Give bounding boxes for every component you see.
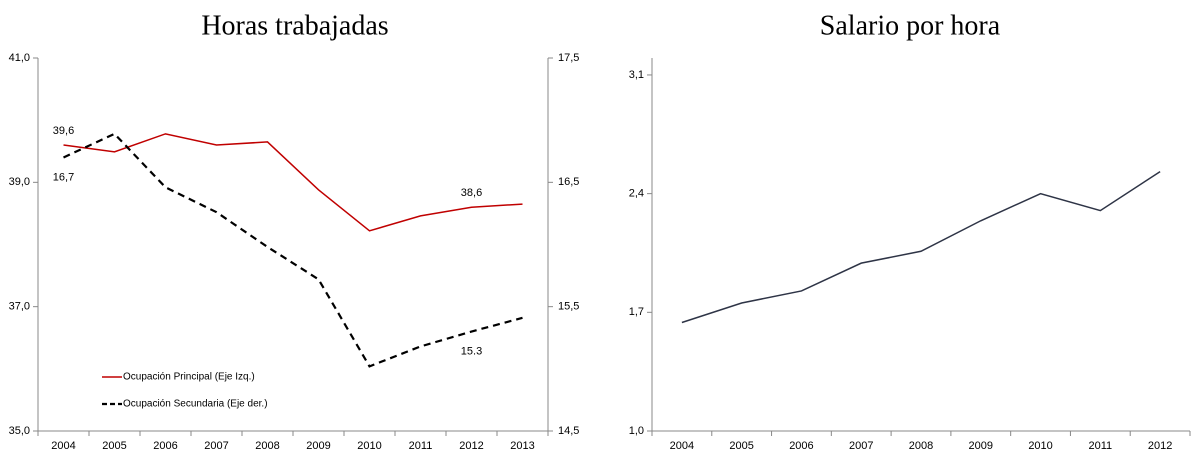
y2-tick-label: 16,5 xyxy=(558,176,579,188)
data-label: 15.3 xyxy=(461,345,482,357)
y-tick-label: 2,4 xyxy=(629,188,644,200)
x-tick-label: 2011 xyxy=(1089,440,1113,452)
y2-tick-label: 15,5 xyxy=(558,301,579,313)
x-tick-label: 2005 xyxy=(102,440,126,452)
x-tick-label: 2004 xyxy=(51,440,75,452)
y2-tick-label: 17,5 xyxy=(558,52,579,64)
y-tick-label: 37,0 xyxy=(9,301,30,313)
y-tick-label: 41,0 xyxy=(9,52,30,64)
legend-label: Ocupación Principal (Eje Izq.) xyxy=(123,372,255,383)
y2-tick-label: 14,5 xyxy=(558,425,579,437)
x-tick-label: 2006 xyxy=(153,440,177,452)
x-tick-label: 2004 xyxy=(670,440,694,452)
x-tick-label: 2005 xyxy=(729,440,753,452)
y-tick-label: 1,0 xyxy=(629,425,644,437)
series-line xyxy=(63,132,523,368)
x-tick-label: 2007 xyxy=(849,440,873,452)
x-tick-label: 2008 xyxy=(909,440,933,452)
x-tick-label: 2006 xyxy=(789,440,813,452)
x-tick-label: 2013 xyxy=(510,440,534,452)
x-tick-label: 2012 xyxy=(459,440,483,452)
x-tick-label: 2008 xyxy=(255,440,279,452)
data-label: 39,6 xyxy=(53,125,74,137)
series-line xyxy=(681,170,1161,324)
y-tick-label: 35,0 xyxy=(9,425,30,437)
x-tick-label: 2009 xyxy=(969,440,993,452)
legend-label: Ocupación Secundaria (Eje der.) xyxy=(123,399,268,410)
x-tick-label: 2011 xyxy=(409,440,433,452)
x-tick-label: 2012 xyxy=(1148,440,1172,452)
chart-title: Salario por hora xyxy=(820,10,1001,41)
y-tick-label: 1,7 xyxy=(629,306,644,318)
data-label: 16,7 xyxy=(53,171,74,183)
x-tick-label: 2010 xyxy=(1028,440,1052,452)
series-line xyxy=(63,133,523,232)
x-tick-label: 2010 xyxy=(357,440,381,452)
data-label: 38,6 xyxy=(461,187,482,199)
chart-title: Horas trabajadas xyxy=(201,10,388,41)
x-tick-label: 2009 xyxy=(306,440,330,452)
y-tick-label: 3,1 xyxy=(629,69,644,81)
x-tick-label: 2007 xyxy=(204,440,228,452)
y-tick-label: 39,0 xyxy=(9,176,30,188)
